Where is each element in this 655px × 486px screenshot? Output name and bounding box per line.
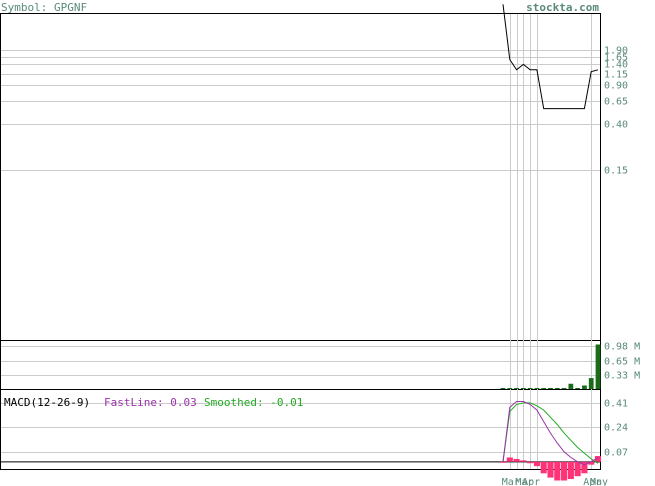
axis-tick-labels: 1.901.651.401.150.90 0.65 0.40 0.15 0.98 M 0.… <box>502 46 640 486</box>
macd-histogram-bar <box>540 461 547 474</box>
price-tick-label: 0.65 <box>604 97 628 108</box>
macd-histogram-bar <box>499 461 507 463</box>
volume-bar <box>588 378 594 389</box>
macd-histogram-bar <box>527 461 534 464</box>
macd-legend-smoothed: Smoothed: -0.01 <box>204 396 303 409</box>
volume-tick-label: 0.33 M <box>604 371 640 382</box>
volume-tick-label: 0.98 M <box>604 342 640 353</box>
volume-bar <box>561 388 567 389</box>
macd-histogram-bar <box>561 461 568 481</box>
macd-histogram-bar <box>506 457 513 462</box>
x-axis-label: Mar <box>502 477 520 486</box>
macd-histogram-bar <box>513 458 520 462</box>
macd-series <box>1 401 602 481</box>
x-axis-label: May <box>590 477 608 486</box>
x-axis-label: Apr <box>583 477 601 486</box>
macd-panel-frame <box>0 389 601 470</box>
price-tick-label: 0.15 <box>604 166 628 177</box>
price-series <box>502 4 599 110</box>
volume-bar <box>582 385 587 389</box>
volume-tick-label: 0.65 M <box>604 357 640 368</box>
price-tick-label: 0.40 <box>604 120 628 131</box>
macd-smoothed-line <box>502 402 599 464</box>
macd-tick-label: 0.07 <box>604 448 628 459</box>
price-line <box>502 4 599 110</box>
macd-fast-line <box>502 401 599 466</box>
price-tick-label: 0.90 <box>604 81 628 92</box>
x-axis-label: Mar <box>515 477 533 486</box>
volume-bar <box>527 388 533 389</box>
macd-histogram-bar <box>567 461 574 480</box>
price-tick-label: 1.90 <box>604 46 628 57</box>
macd-histogram-bar <box>588 461 595 465</box>
volume-series <box>500 344 601 389</box>
volume-bar <box>595 344 601 389</box>
volume-bar <box>507 388 513 389</box>
volume-bar <box>548 388 553 389</box>
symbol-label: Symbol: GPGNF <box>1 1 87 14</box>
volume-bar <box>541 388 547 389</box>
macd-histogram-bar <box>520 460 527 462</box>
site-brand: stockta.com <box>526 1 599 14</box>
macd-histogram-bar <box>594 456 602 462</box>
macd-histogram-bar <box>554 461 561 481</box>
volume-bar <box>575 388 581 389</box>
macd-histogram-bar <box>533 461 540 467</box>
volume-bar <box>554 388 560 389</box>
macd-histogram-bar <box>574 461 581 477</box>
volume-bar <box>568 383 574 389</box>
gridlines <box>1 14 600 469</box>
volume-bar <box>514 388 519 389</box>
macd-tick-label: 0.24 <box>604 423 628 434</box>
macd-legend-fastline: FastLine: 0.03 <box>104 396 197 409</box>
price-tick-label: 1.15 <box>604 70 628 81</box>
price-tick-label: 1.40 <box>604 60 628 71</box>
macd-legend-name: MACD(12-26-9) <box>4 396 90 409</box>
macd-histogram-bar <box>547 461 554 478</box>
macd-tick-label: 0.41 <box>604 399 628 410</box>
volume-bar <box>534 388 540 389</box>
volume-bar <box>500 388 506 389</box>
x-axis-label: Apr <box>522 477 540 486</box>
macd-histogram-bar <box>581 461 588 474</box>
price-tick-label: 1.65 <box>604 53 628 64</box>
volume-bar <box>520 388 526 389</box>
